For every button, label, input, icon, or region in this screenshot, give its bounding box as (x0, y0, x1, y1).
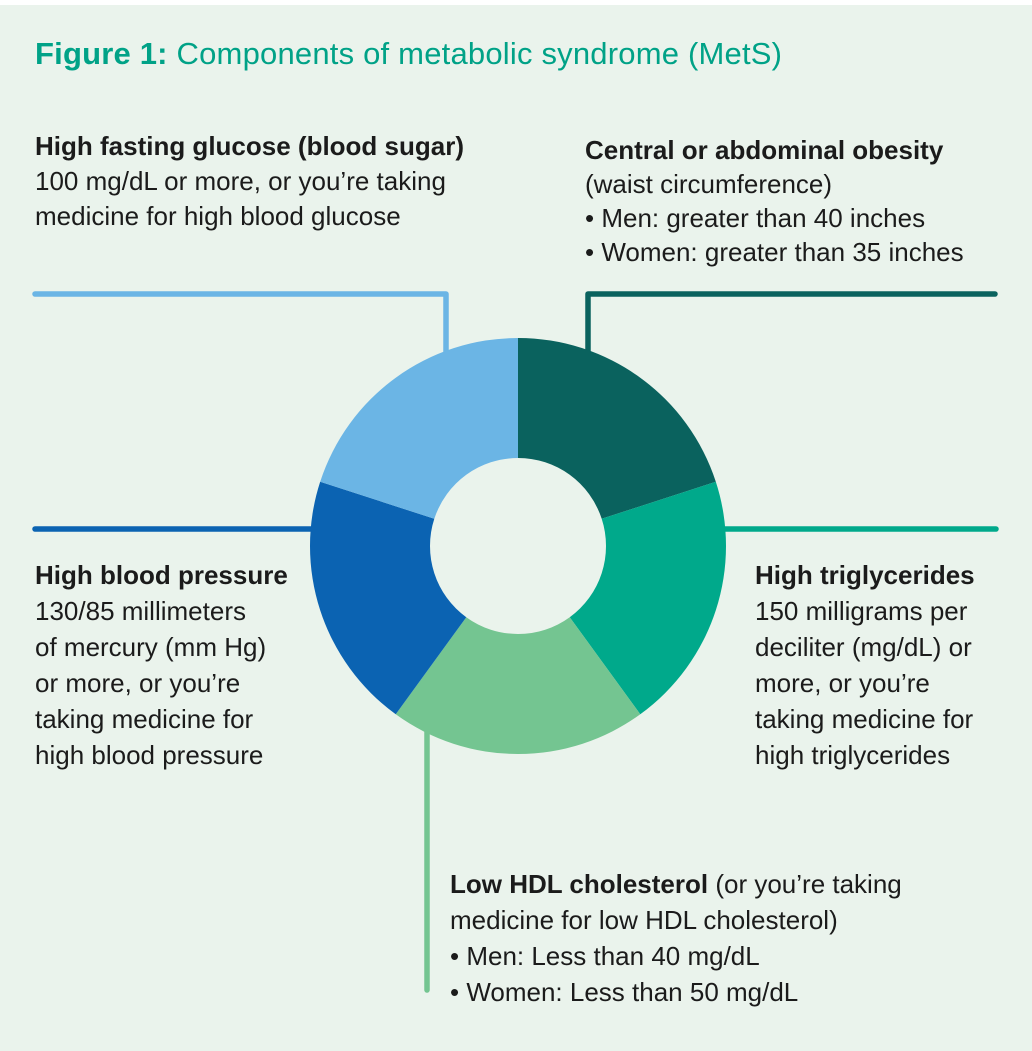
blood-pressure-line-2: of mercury (mm Hg) (35, 632, 267, 662)
connector-glucose (32, 291, 449, 356)
triglycerides-line-3: more, or you’re (755, 668, 930, 698)
blood-pressure-line-1: 130/85 millimeters (35, 596, 246, 626)
hdl-heading-line: Low HDL cholesterol (or you’re taking (450, 866, 902, 902)
figure-title-text: Components of metabolic syndrome (MetS) (176, 36, 783, 71)
obesity-line-1: (waist circumference) (585, 169, 833, 199)
blood-pressure-heading: High blood pressure (35, 560, 288, 590)
blood-pressure-line-4: taking medicine for (35, 704, 254, 734)
hdl-bullet-men: • Men: Less than 40 mg/dL (450, 941, 760, 971)
donut-segment-triglycerides (569, 481, 726, 715)
figure-title: Figure 1: Components of metabolic syndro… (35, 36, 782, 72)
figure-number: Figure 1: (35, 36, 168, 71)
connector-obesity (585, 291, 998, 356)
triglycerides-line-2: deciliter (mg/dL) or (755, 632, 972, 662)
glucose-heading: High fasting glucose (blood sugar) (35, 131, 464, 161)
triglycerides-line-4: taking medicine for (755, 704, 974, 734)
top-strip (0, 0, 1032, 5)
hdl-line-1: medicine for low HDL cholesterol) (450, 905, 838, 935)
donut-segment-blood-pressure (310, 481, 467, 715)
label-obesity: Central or abdominal obesity (waist circ… (585, 133, 964, 269)
donut-segment-obesity (518, 338, 716, 519)
glucose-line-2: medicine for high blood glucose (35, 201, 401, 231)
obesity-bullet-women: • Women: greater than 35 inches (585, 237, 964, 267)
label-blood-pressure: High blood pressure 130/85 millimeters o… (35, 557, 288, 773)
hdl-heading-suffix: (or you’re taking (708, 869, 902, 899)
hdl-heading: Low HDL cholesterol (450, 869, 709, 899)
label-glucose: High fasting glucose (blood sugar) 100 m… (35, 129, 464, 234)
obesity-bullet-men: • Men: greater than 40 inches (585, 203, 926, 233)
label-triglycerides: High triglycerides 150 milligrams per de… (755, 557, 975, 773)
label-hdl: Low HDL cholesterol (or you’re taking me… (450, 866, 902, 1010)
glucose-line-1: 100 mg/dL or more, or you’re taking (35, 166, 446, 196)
triglycerides-heading: High triglycerides (755, 560, 975, 590)
triglycerides-line-5: high triglycerides (755, 740, 951, 770)
donut-segment-hdl (395, 617, 641, 754)
donut-segment-glucose (320, 338, 518, 519)
hdl-bullet-women: • Women: Less than 50 mg/dL (450, 977, 799, 1007)
obesity-heading: Central or abdominal obesity (585, 135, 944, 165)
blood-pressure-line-5: high blood pressure (35, 740, 264, 770)
triglycerides-line-1: 150 milligrams per (755, 596, 968, 626)
blood-pressure-line-3: or more, or you’re (35, 668, 241, 698)
